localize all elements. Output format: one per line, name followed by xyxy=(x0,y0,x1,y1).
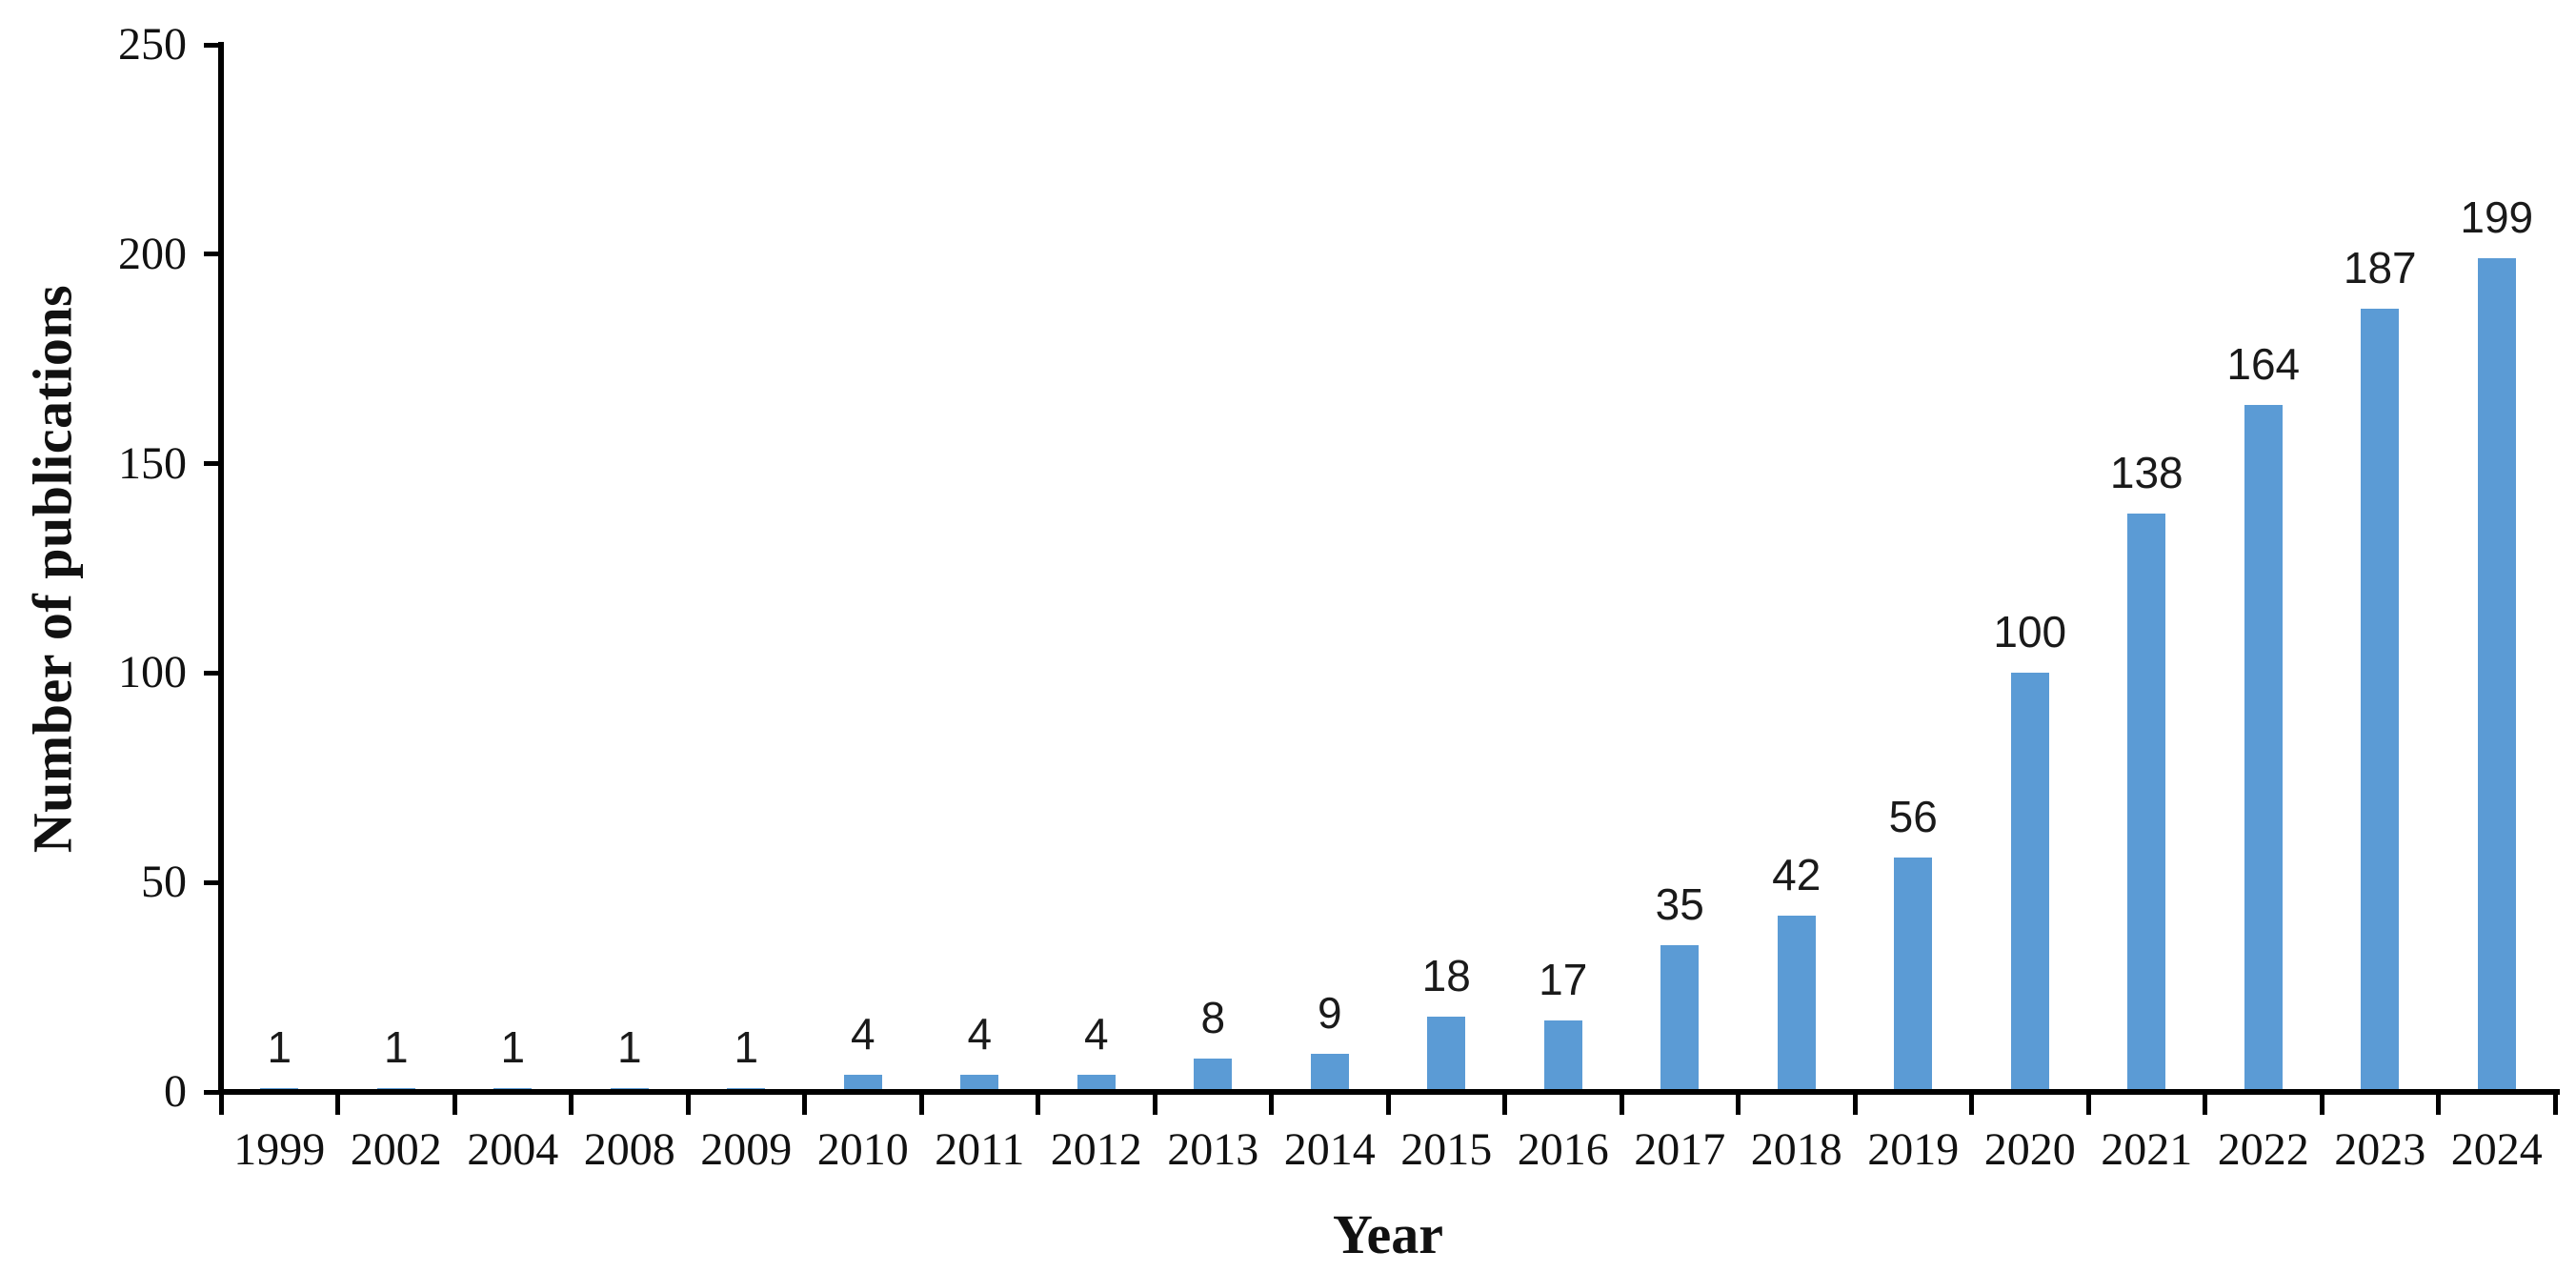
bar-value-label: 1 xyxy=(500,1021,526,1072)
x-tick-label: 2014 xyxy=(1283,1124,1376,1175)
bar-value-label: 9 xyxy=(1317,988,1342,1039)
bar-2016 xyxy=(1543,1020,1582,1092)
y-tick-label: 150 xyxy=(118,437,187,489)
x-tick-label: 2015 xyxy=(1400,1124,1493,1175)
x-tick-label: 2018 xyxy=(1750,1124,1842,1175)
x-tick-mark xyxy=(685,1092,691,1115)
bar-2013 xyxy=(1194,1058,1233,1092)
x-tick-mark xyxy=(569,1092,574,1115)
x-tick-label: 2022 xyxy=(2217,1124,2309,1175)
x-tick-mark xyxy=(1385,1092,1391,1115)
y-tick-label: 50 xyxy=(141,857,187,908)
x-tick-label: 2020 xyxy=(1983,1124,2076,1175)
bar-value-label: 1 xyxy=(734,1021,759,1072)
y-tick-label: 200 xyxy=(118,228,187,279)
bar-value-label: 164 xyxy=(2226,339,2301,390)
bar-value-label: 138 xyxy=(2109,448,2184,498)
bar-2023 xyxy=(2361,308,2400,1092)
y-tick-mark xyxy=(204,42,221,48)
x-tick-label: 2016 xyxy=(1517,1124,1609,1175)
x-tick-label: 2011 xyxy=(935,1124,1025,1175)
x-tick-label: 2009 xyxy=(700,1124,793,1175)
bar-2020 xyxy=(2010,673,2049,1092)
bar-value-label: 42 xyxy=(1772,850,1821,900)
bar-value-label: 56 xyxy=(1888,791,1938,841)
x-tick-mark xyxy=(1036,1092,1040,1115)
bar-value-label: 1 xyxy=(383,1021,409,1072)
x-tick-label: 2021 xyxy=(2101,1124,2193,1175)
bar-value-label: 4 xyxy=(850,1009,875,1060)
y-tick-label: 100 xyxy=(118,647,187,698)
x-tick-mark xyxy=(2319,1092,2324,1115)
bar-2014 xyxy=(1310,1054,1349,1092)
x-tick-mark xyxy=(2203,1092,2207,1115)
y-tick-mark xyxy=(204,670,221,676)
x-axis-title: Year xyxy=(1333,1203,1443,1265)
bar-2015 xyxy=(1427,1016,1466,1092)
y-tick-label: 0 xyxy=(164,1066,187,1117)
x-tick-label: 2019 xyxy=(1867,1124,1960,1175)
bar-value-label: 4 xyxy=(967,1009,993,1060)
y-tick-mark xyxy=(204,1089,221,1095)
x-tick-mark xyxy=(1619,1092,1624,1115)
x-tick-mark xyxy=(218,1092,224,1115)
x-tick-mark xyxy=(452,1092,457,1115)
x-tick-label: 2024 xyxy=(2450,1124,2543,1175)
x-tick-mark xyxy=(335,1092,340,1115)
y-tick-mark xyxy=(204,879,221,885)
y-tick-mark xyxy=(204,252,221,257)
x-tick-label: 2008 xyxy=(583,1124,675,1175)
bar-value-label: 4 xyxy=(1083,1009,1109,1060)
bar-2018 xyxy=(1777,916,1816,1092)
x-tick-label: 2012 xyxy=(1050,1124,1142,1175)
bar-2019 xyxy=(1894,857,1933,1092)
bar-value-label: 17 xyxy=(1539,955,1588,1005)
x-tick-mark xyxy=(1852,1092,1858,1115)
y-axis-line xyxy=(218,42,224,1095)
bar-value-label: 1 xyxy=(267,1021,292,1072)
x-tick-mark xyxy=(2436,1092,2441,1115)
bar-value-label: 199 xyxy=(2460,192,2534,243)
bar-2017 xyxy=(1660,945,1700,1092)
bar-value-label: 1 xyxy=(616,1021,642,1072)
x-tick-label: 2010 xyxy=(816,1124,909,1175)
bar-2012 xyxy=(1077,1075,1116,1092)
x-tick-mark xyxy=(1502,1092,1507,1115)
x-tick-mark xyxy=(1736,1092,1741,1115)
bar-2024 xyxy=(2477,258,2516,1092)
y-axis-title: Number of publications xyxy=(21,284,84,854)
x-tick-label: 2002 xyxy=(350,1124,442,1175)
bar-2010 xyxy=(843,1075,882,1092)
bar-2022 xyxy=(2244,405,2283,1092)
x-tick-label: 1999 xyxy=(233,1124,326,1175)
x-tick-label: 2013 xyxy=(1167,1124,1259,1175)
bar-value-label: 35 xyxy=(1655,879,1704,930)
bar-value-label: 187 xyxy=(2343,242,2417,293)
bar-2021 xyxy=(2127,514,2166,1092)
bar-value-label: 8 xyxy=(1200,992,1226,1042)
x-tick-mark xyxy=(2552,1092,2558,1115)
x-tick-label: 2004 xyxy=(467,1124,559,1175)
x-tick-label: 2023 xyxy=(2334,1124,2426,1175)
x-tick-mark xyxy=(1969,1092,1974,1115)
x-tick-mark xyxy=(918,1092,924,1115)
bar-value-label: 100 xyxy=(1993,607,2067,657)
x-tick-label: 2017 xyxy=(1634,1124,1726,1175)
bar-2011 xyxy=(960,1075,999,1092)
y-tick-label: 250 xyxy=(118,19,187,70)
y-tick-mark xyxy=(204,461,221,467)
x-tick-mark xyxy=(2085,1092,2091,1115)
x-tick-mark xyxy=(1152,1092,1157,1115)
x-tick-mark xyxy=(802,1092,807,1115)
x-tick-mark xyxy=(1269,1092,1274,1115)
bar-value-label: 18 xyxy=(1421,950,1471,1000)
